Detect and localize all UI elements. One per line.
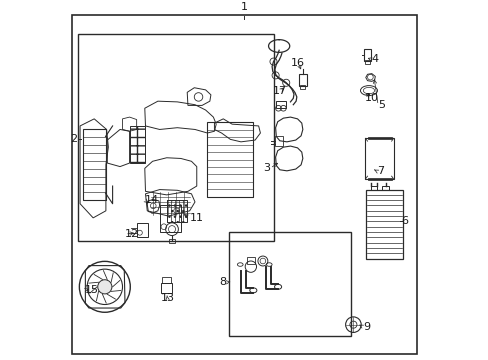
Text: 1: 1	[241, 2, 247, 12]
Bar	[365, 190, 402, 258]
Bar	[82, 130, 105, 200]
Bar	[275, 101, 285, 108]
Bar	[162, 277, 171, 283]
Text: 15: 15	[84, 285, 99, 295]
Text: 14: 14	[144, 195, 159, 205]
Bar	[365, 138, 393, 179]
Bar	[161, 283, 172, 293]
Bar	[370, 186, 377, 190]
Bar	[363, 49, 370, 60]
Text: 6: 6	[400, 216, 407, 226]
Text: 2: 2	[70, 134, 77, 144]
Bar	[367, 136, 391, 139]
Text: 11: 11	[189, 213, 203, 223]
Bar	[246, 257, 255, 264]
Bar	[300, 85, 305, 89]
Text: 4: 4	[371, 54, 378, 64]
Bar	[274, 136, 283, 146]
Circle shape	[98, 280, 112, 294]
Bar	[129, 126, 145, 163]
Text: 16: 16	[291, 58, 305, 68]
Text: 3: 3	[263, 163, 269, 174]
Text: 10: 10	[364, 93, 378, 103]
Bar	[298, 74, 306, 86]
Text: 5: 5	[377, 100, 385, 111]
Bar	[382, 186, 388, 190]
Text: 17: 17	[272, 86, 286, 96]
Text: 7: 7	[376, 166, 384, 176]
Bar	[228, 232, 350, 336]
Bar	[168, 239, 175, 243]
Bar	[159, 206, 181, 232]
Bar	[367, 177, 391, 180]
Text: 12: 12	[125, 229, 139, 239]
Text: 13: 13	[160, 293, 174, 303]
Text: 8: 8	[219, 277, 226, 287]
Bar	[78, 34, 273, 241]
Bar	[207, 122, 253, 197]
Bar	[166, 200, 187, 222]
Text: 9: 9	[362, 322, 369, 332]
Bar	[364, 60, 369, 64]
Bar	[136, 223, 148, 237]
